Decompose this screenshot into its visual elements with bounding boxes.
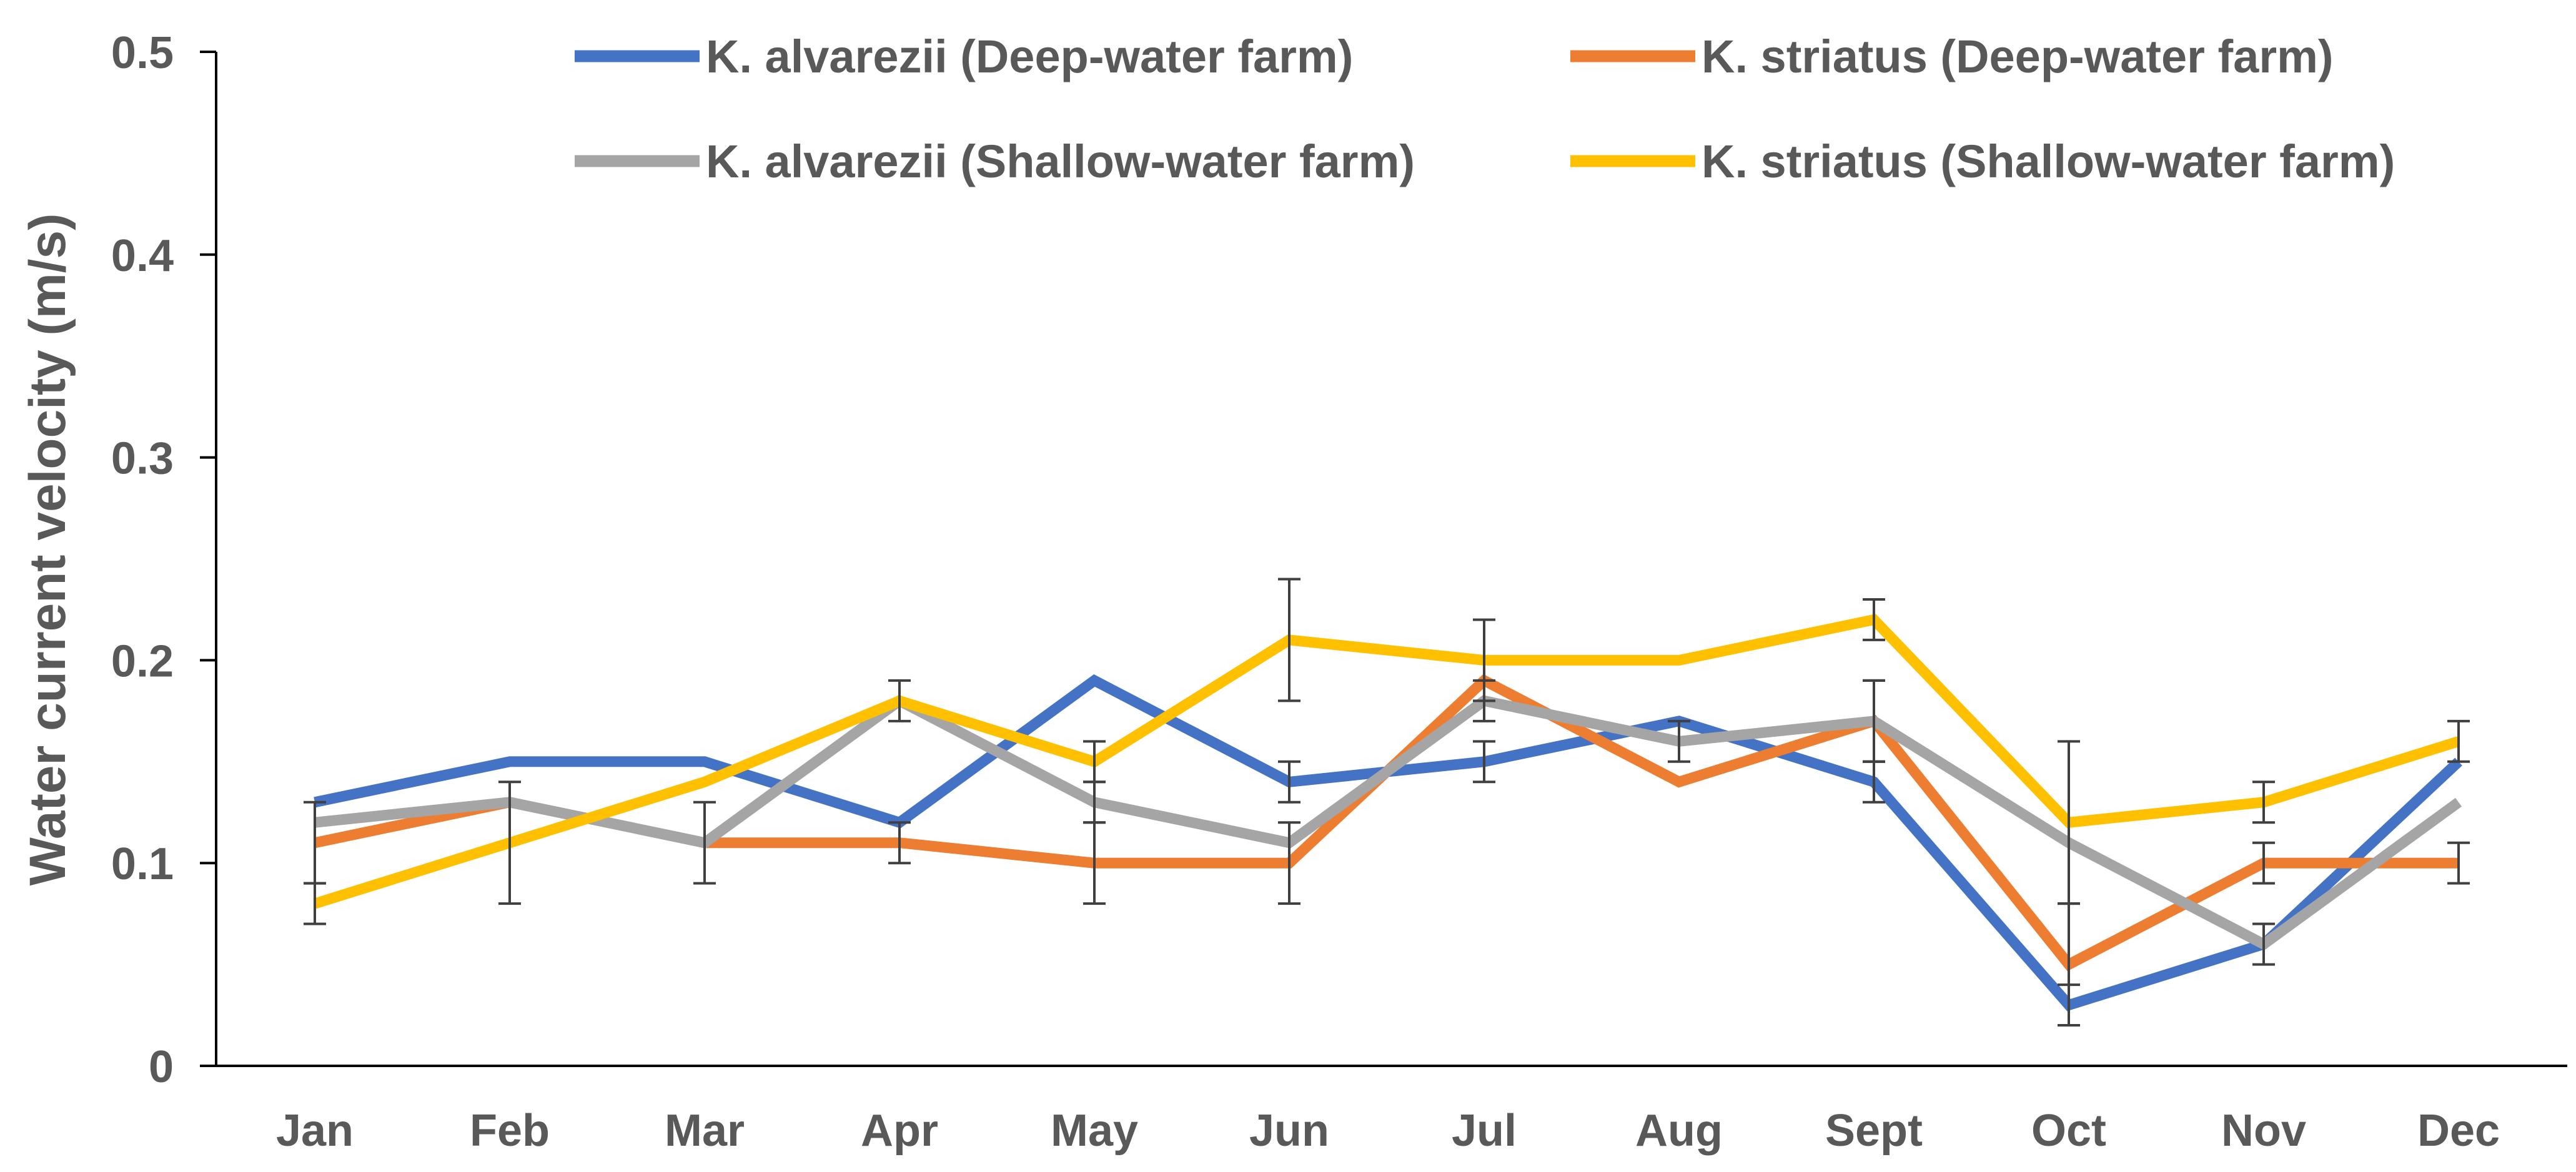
error-bar (2252, 841, 2275, 885)
legend-label: K. alvarezii (Shallow-water farm) (706, 135, 1415, 187)
x-tick-label: Jun (1249, 1106, 1329, 1156)
error-bar (888, 679, 911, 722)
error-bar (1863, 679, 1885, 763)
series-line-3 (314, 694, 2462, 951)
error-bar (1278, 760, 1300, 804)
x-tick-label: May (1051, 1106, 1138, 1156)
x-tick-label: Feb (470, 1106, 550, 1156)
series-line-4 (313, 614, 2460, 909)
error-bar (1473, 618, 1495, 702)
x-tick-label: Oct (2031, 1106, 2106, 1156)
x-tick-label: Jul (1452, 1106, 1517, 1156)
x-tick-label: Aug (1635, 1106, 1723, 1156)
x-tick-label: Sept (1825, 1106, 1923, 1156)
error-bar (1083, 740, 1106, 784)
x-tick-label: Jan (276, 1106, 354, 1156)
series-line-1 (314, 674, 2462, 1012)
y-tick-label: 0.1 (111, 839, 174, 889)
error-bar (1473, 740, 1495, 784)
error-bar (2447, 841, 2470, 885)
legend-item: K. alvarezii (Shallow-water farm) (575, 135, 1415, 187)
error-bar (304, 882, 326, 925)
legend-label: K. striatus (Deep-water farm) (1702, 31, 2334, 82)
error-bar (693, 800, 716, 885)
axes-group: 0 0.1 0.2 0.3 0.4 0.5 Jan Feb Mar Apr May Jun Jul Aug… (111, 28, 2567, 1156)
x-tick-label: Mar (665, 1106, 745, 1156)
error-bar (2252, 922, 2275, 966)
error-bar (2252, 781, 2275, 824)
error-bar (498, 781, 521, 905)
series-group (313, 614, 2462, 1012)
legend-item: K. striatus (Deep-water farm) (1570, 31, 2334, 82)
x-tick-label: Dec (2417, 1106, 2500, 1156)
error-bar (1278, 578, 1300, 702)
error-bar (2447, 719, 2470, 763)
legend-item: K. alvarezii (Deep-water farm) (575, 31, 1353, 82)
legend: K. alvarezii (Deep-water farm) K. striatu… (575, 31, 2395, 187)
y-tick-label: 0 (149, 1042, 174, 1092)
y-tick-label: 0.4 (111, 231, 174, 281)
x-tick-label: Nov (2221, 1106, 2306, 1156)
y-tick-label: 0.2 (111, 636, 174, 686)
error-bar (1278, 821, 1300, 905)
legend-item: K. striatus (Shallow-water farm) (1570, 135, 2395, 187)
legend-label: K. alvarezii (Deep-water farm) (706, 31, 1353, 82)
error-bars-group (304, 578, 2470, 1027)
error-bar (2058, 740, 2080, 905)
error-bar (1863, 598, 1885, 641)
legend-label: K. striatus (Shallow-water farm) (1702, 135, 2395, 187)
y-tick-label: 0.3 (111, 434, 174, 484)
error-bar (888, 821, 911, 865)
error-bar (1668, 719, 1690, 763)
series-line-2 (314, 674, 2459, 972)
x-tick-label: Apr (861, 1106, 938, 1156)
y-axis-title: Water current velocity (m/s) (19, 214, 76, 886)
y-tick-label: 0.5 (111, 28, 174, 78)
